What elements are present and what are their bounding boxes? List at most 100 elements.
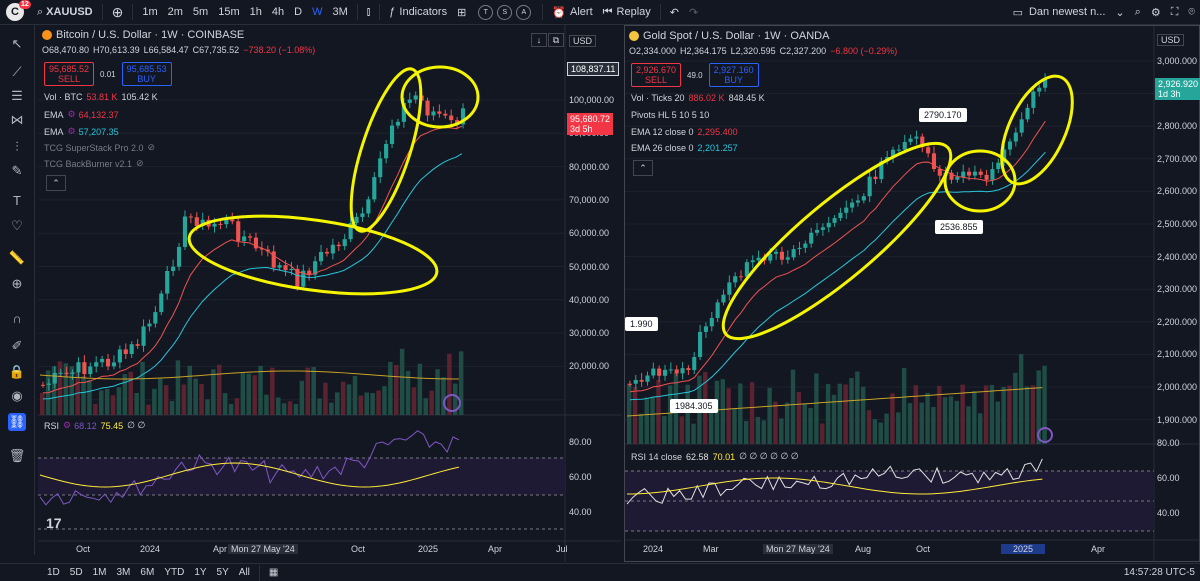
range-5D[interactable]: 5D: [69, 567, 83, 578]
rsi-tick: 40.00: [1157, 508, 1180, 518]
lock-drawing-icon[interactable]: ✐: [11, 338, 23, 353]
fib-icon[interactable]: ⫶: [15, 139, 19, 154]
ema-legend-2[interactable]: EMA ⚙ 57,207.35: [44, 126, 119, 137]
alert-button[interactable]: ⏰ Alert: [552, 6, 593, 19]
rsi-tick: 80.00: [1157, 438, 1180, 448]
currency-label[interactable]: USD: [1157, 34, 1185, 46]
zoom-icon[interactable]: ⊕: [11, 276, 23, 291]
volume-bar: [1030, 385, 1036, 444]
currency-label[interactable]: USD: [569, 35, 597, 47]
indicators-button[interactable]: ƒ Indicators: [389, 6, 448, 18]
scroll-down-button[interactable]: ↓: [531, 33, 547, 47]
collapse-legend-button[interactable]: ⌃: [46, 175, 66, 191]
volume-bar: [346, 384, 352, 415]
horizontal-lines-icon[interactable]: ☰: [11, 88, 23, 103]
range-1M[interactable]: 1M: [92, 567, 107, 578]
indicator-legend-4[interactable]: TCG BackBurner v2.1 ⊘: [44, 158, 144, 169]
volume-bar: [960, 384, 965, 444]
replay-button[interactable]: ⏮ Replay: [602, 5, 651, 19]
volume-legend[interactable]: Vol · Ticks 20 886.02 K 848.45 K: [631, 93, 765, 103]
gold-chart-canvas[interactable]: [625, 26, 1199, 561]
chart-type-button[interactable]: ⫾: [362, 0, 376, 24]
range-6M[interactable]: 6M: [140, 567, 155, 578]
volume-legend[interactable]: Vol · BTC 53.81 K 105.42 K: [44, 92, 158, 102]
compare-circle-t[interactable]: T: [478, 4, 494, 20]
add-symbol-button[interactable]: ⊕: [107, 0, 129, 24]
collapse-legend-button[interactable]: ⌃: [633, 160, 653, 176]
sell-button[interactable]: 2,926.670 SELL: [631, 63, 682, 87]
trash-icon[interactable]: 🗑: [8, 448, 26, 463]
symbol-search-button[interactable]: ⌕ XAUUSD: [37, 5, 93, 19]
indicator-legend-3[interactable]: TCG SuperStack Pro 2.0 ⊘: [44, 142, 156, 153]
interval-D[interactable]: D: [294, 6, 303, 18]
range-1Y[interactable]: 1Y: [194, 567, 207, 578]
compare-circle-a[interactable]: A: [516, 4, 532, 20]
interval-1m[interactable]: 1m: [142, 6, 158, 18]
volume-bar: [773, 401, 778, 444]
range-5Y[interactable]: 5Y: [216, 567, 229, 578]
interval-4h[interactable]: 4h: [271, 6, 285, 18]
volume-bar: [158, 378, 163, 415]
go-to-date-button[interactable]: ▦: [264, 567, 283, 578]
ruler-icon[interactable]: 📏: [8, 250, 26, 265]
interval-5m[interactable]: 5m: [192, 6, 209, 18]
quick-search-button[interactable]: ⌕: [1130, 0, 1146, 24]
undo-button[interactable]: ↶: [665, 0, 684, 24]
brush-icon[interactable]: ✎: [11, 163, 23, 178]
layout-dropdown[interactable]: ⌄: [1110, 0, 1129, 24]
alert-icon[interactable]: [1037, 427, 1053, 443]
cursor-icon[interactable]: ↖: [11, 36, 23, 51]
trend-line-icon[interactable]: ⟋: [12, 64, 22, 79]
range-1D[interactable]: 1D: [47, 567, 60, 578]
time-tick: Aug: [855, 544, 872, 554]
spread-value: 0.01: [100, 69, 116, 79]
interval-2m[interactable]: 2m: [167, 6, 183, 18]
btc-candle: [165, 270, 170, 294]
interval-W[interactable]: W: [312, 6, 323, 18]
lock-icon[interactable]: 🔒: [8, 364, 26, 379]
symbol-legend[interactable]: Gold Spot / U.S. Dollar · 1W · OANDA: [629, 30, 829, 42]
btc-candle: [46, 383, 51, 385]
clock[interactable]: 14:57:28 UTC-5: [1123, 567, 1195, 578]
user-avatar[interactable]: C 12: [6, 0, 31, 21]
chart-pane-gold[interactable]: Gold Spot / U.S. Dollar · 1W · OANDA O2,…: [624, 25, 1200, 562]
fullscreen-button[interactable]: ⛶: [1166, 0, 1184, 24]
snapshot-button[interactable]: ⌾: [1183, 0, 1200, 24]
bitcoin-chart-canvas[interactable]: [38, 25, 621, 562]
settings-button[interactable]: ⚙: [1146, 0, 1166, 24]
templates-button[interactable]: ⊞: [452, 0, 471, 24]
gold-candle: [861, 196, 866, 201]
buy-button[interactable]: 2,927.160 BUY: [708, 63, 759, 87]
pattern-icon[interactable]: ⋈: [10, 112, 24, 127]
gold-candle: [703, 326, 708, 332]
pivots-legend[interactable]: Pivots HL 5 10 5 10: [631, 110, 710, 120]
rsi-legend[interactable]: RSI ⚙ 68.12 75.45 ∅ ∅: [44, 420, 146, 431]
magnet-icon[interactable]: ∩: [12, 310, 22, 326]
time-tick: Mon 27 May '24: [228, 544, 298, 554]
redo-button[interactable]: ↷: [684, 0, 703, 24]
compare-circle-s[interactable]: S: [497, 4, 513, 20]
chart-pane-bitcoin[interactable]: Bitcoin / U.S. Dollar · 1W · COINBASE O6…: [38, 25, 621, 562]
rsi-legend[interactable]: RSI 14 close 62.58 70.01 ∅ ∅ ∅ ∅ ∅ ∅: [631, 451, 799, 462]
ema-legend-1[interactable]: EMA ⚙ 64,132.37: [44, 109, 119, 120]
symbol-legend[interactable]: Bitcoin / U.S. Dollar · 1W · COINBASE: [42, 29, 244, 41]
range-3M[interactable]: 3M: [116, 567, 131, 578]
layout-button[interactable]: ▭ Dan newest n...: [1012, 6, 1106, 19]
interval-3M[interactable]: 3M: [332, 6, 348, 18]
maximize-pane-button[interactable]: ⧉: [548, 33, 564, 47]
ema26-legend[interactable]: EMA 26 close 0 2,201.257: [631, 143, 738, 153]
eye-icon[interactable]: ◉: [11, 388, 23, 403]
text-icon[interactable]: T: [13, 192, 21, 208]
range-YTD[interactable]: YTD: [164, 567, 185, 578]
range-All[interactable]: All: [238, 567, 250, 578]
ema12-legend[interactable]: EMA 12 close 0 2,295.400: [631, 127, 738, 137]
heart-icon[interactable]: ♡: [11, 218, 23, 233]
sell-button[interactable]: 95,685.52 SELL: [44, 62, 95, 86]
interval-1h[interactable]: 1h: [249, 6, 262, 18]
interval-15m[interactable]: 15m: [218, 6, 240, 18]
price-tick: 50,000.00: [569, 261, 610, 272]
link-icon[interactable]: ⛓: [8, 413, 26, 431]
alert-icon[interactable]: [443, 394, 461, 412]
buy-button[interactable]: 95,685.53 BUY: [121, 62, 172, 86]
